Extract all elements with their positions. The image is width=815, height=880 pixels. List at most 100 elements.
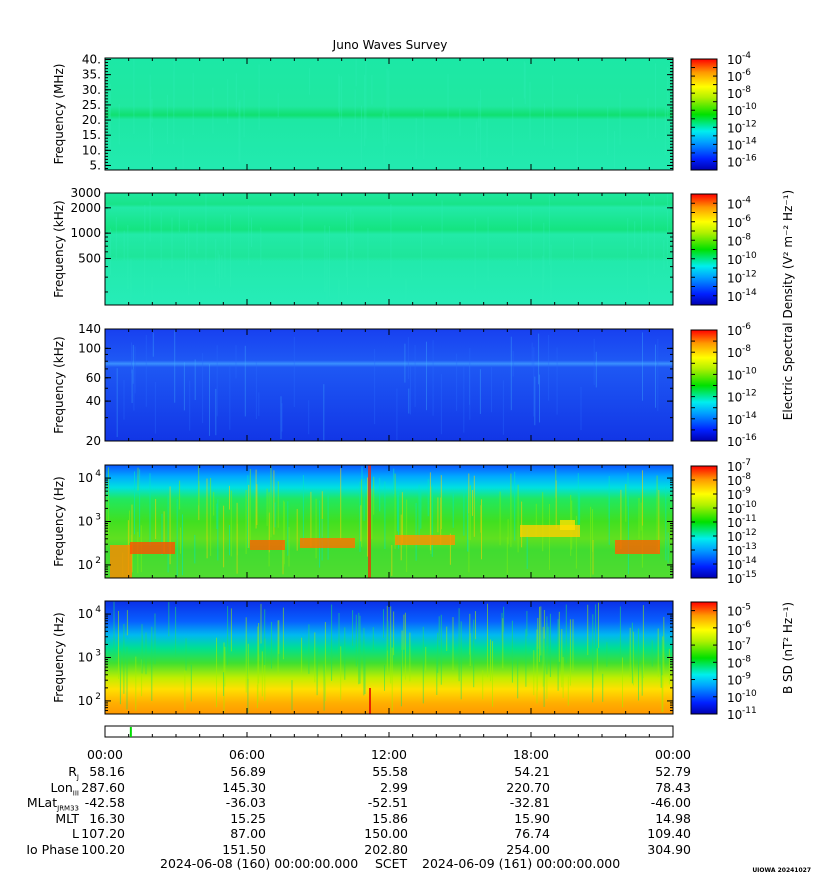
colorbar-tick-label: 10 [727, 216, 742, 230]
status-bar-mark [129, 727, 132, 737]
colorbar-tick-label: 10 [727, 558, 742, 572]
colorbar-tick-exponent: -8 [742, 232, 751, 242]
colorbar-tick-exponent: -10 [742, 689, 757, 699]
spectrogram-hfr-high [105, 58, 673, 170]
y-axis-label: Frequency (Hz) [52, 612, 66, 703]
colorbar-tick-label: 10 [727, 155, 742, 169]
colorbar-tick-label: 10 [727, 104, 742, 118]
spectrogram-texture-hfr-high [109, 58, 669, 170]
footer-scet-label: SCET [375, 856, 408, 871]
x-tick-label: 18:00 [513, 747, 549, 762]
colorbar-tick-exponent: -9 [742, 672, 751, 682]
colorbar-tick-label: 10 [727, 413, 742, 427]
y-axis-label: Frequency (kHz) [52, 200, 66, 297]
ephemeris-value: -52.51 [367, 795, 408, 810]
y-tick-label: 20. [82, 113, 101, 127]
y-tick-label: 3000 [70, 186, 101, 200]
ephemeris-value: 287.60 [81, 779, 125, 795]
colorbar-tick-exponent: -12 [742, 528, 757, 538]
ephemeris-value: 58.16 [89, 764, 125, 779]
colorbar-tick-exponent: -5 [742, 603, 751, 613]
y-tick-label: 20 [86, 434, 101, 448]
ephemeris-value: 109.40 [647, 826, 691, 841]
colorbar-tick-exponent: -8 [742, 344, 751, 354]
colorbar-tick-exponent: -4 [742, 195, 751, 205]
spectrogram-lfr-low [105, 465, 673, 578]
y-tick-label: 1000 [70, 226, 101, 240]
colorbar-tick-label: 10 [727, 435, 742, 449]
colorbar-tick-label: 10 [727, 474, 742, 488]
colorbar-tick-label: 10 [727, 271, 742, 285]
colorbar-tick-label: 10 [727, 138, 742, 152]
y-tick-label: 10 [78, 607, 93, 621]
ephemeris-value: 2.99 [380, 779, 408, 795]
colorbar-tick-label: 10 [727, 460, 742, 474]
y-axis-label: Frequency (Hz) [52, 476, 66, 567]
spectrogram-hfr-low [105, 193, 673, 305]
ephemeris-value: 14.98 [655, 810, 691, 826]
ephemeris-row-label: L [72, 826, 79, 841]
ephemeris-value: 202.80 [364, 841, 408, 857]
ephemeris-value: 55.58 [372, 764, 408, 779]
colorbar-tick-exponent: -8 [742, 85, 751, 95]
colorbar-tick-exponent: -11 [742, 706, 757, 716]
colorbar-tick-exponent: -8 [742, 472, 751, 482]
ephemeris-value: 56.89 [230, 764, 266, 779]
ephemeris-value: -36.03 [225, 795, 266, 810]
y-tick-label: 5. [90, 158, 101, 172]
ephemeris-value: 145.30 [222, 779, 266, 795]
y-tick-label: 60 [86, 371, 101, 385]
y-tick-label: 10 [78, 694, 93, 708]
ephemeris-value: 78.43 [655, 779, 691, 795]
colorbar-tick-label: 10 [727, 197, 742, 211]
credit-label: UIOWA 20241027 [752, 867, 811, 874]
colorbar-tick-exponent: -7 [742, 637, 751, 647]
colorbar-tick-exponent: -4 [742, 51, 751, 61]
y-tick-exponent: 3 [95, 513, 101, 523]
colorbar-tick-exponent: -16 [742, 153, 757, 163]
ephemeris-value: 100.20 [81, 841, 125, 857]
y-tick-label: 35. [82, 68, 101, 82]
y-tick-label: 10 [78, 515, 93, 529]
ephemeris-row-label: MLatJRM33 [26, 795, 79, 813]
spectrogram-texture-magnetic [113, 601, 670, 713]
colorbar-tick-exponent: -9 [742, 486, 751, 496]
colorbar-tick-label: 10 [727, 234, 742, 248]
chart-title: Juno Waves Survey [332, 38, 448, 52]
colorbar-tick-exponent: -6 [742, 68, 751, 78]
y-tick-label: 2000 [70, 201, 101, 215]
panel-x-ticks-lfr-high [104, 329, 674, 441]
colorbar-tick-label: 10 [727, 290, 742, 304]
colorbar-tick-exponent: -12 [742, 119, 757, 129]
colorbar-tick-exponent: -13 [742, 542, 757, 552]
ephemeris-row-label: LonIII [50, 779, 79, 798]
ephemeris-value: 254.00 [506, 841, 550, 857]
colorbar-tick-exponent: -11 [742, 514, 757, 524]
y-tick-exponent: 3 [95, 649, 101, 659]
colorbar-tick-exponent: -10 [742, 102, 757, 112]
ephemeris-value: -46.00 [650, 795, 691, 810]
colorbar-tick-label: 10 [727, 572, 742, 586]
colorbar-tick-exponent: -8 [742, 654, 751, 664]
y-tick-label: 40 [86, 394, 101, 408]
y-axis-label: Frequency (kHz) [52, 336, 66, 433]
colorbar-tick-label: 10 [727, 691, 742, 705]
y-tick-exponent: 4 [95, 605, 101, 615]
spectrogram-texture-hfr-low [110, 193, 673, 305]
colorbar-tick-exponent: -6 [742, 322, 751, 332]
colorbar-tick-exponent: -14 [742, 136, 757, 146]
y-tick-label: 25. [82, 98, 101, 112]
colorbar-tick-exponent: -14 [742, 288, 757, 298]
panel-x-ticks-magnetic [104, 601, 674, 714]
ephemeris-value: 16.30 [89, 810, 125, 826]
ephemeris-value: 304.90 [647, 841, 691, 857]
colorbar-tick-label: 10 [727, 656, 742, 670]
y-tick-exponent: 2 [95, 692, 101, 702]
colorbar-tick-label: 10 [727, 346, 742, 360]
colorbar-tick-exponent: -6 [742, 620, 751, 630]
colorbar-tick-label: 10 [727, 253, 742, 267]
